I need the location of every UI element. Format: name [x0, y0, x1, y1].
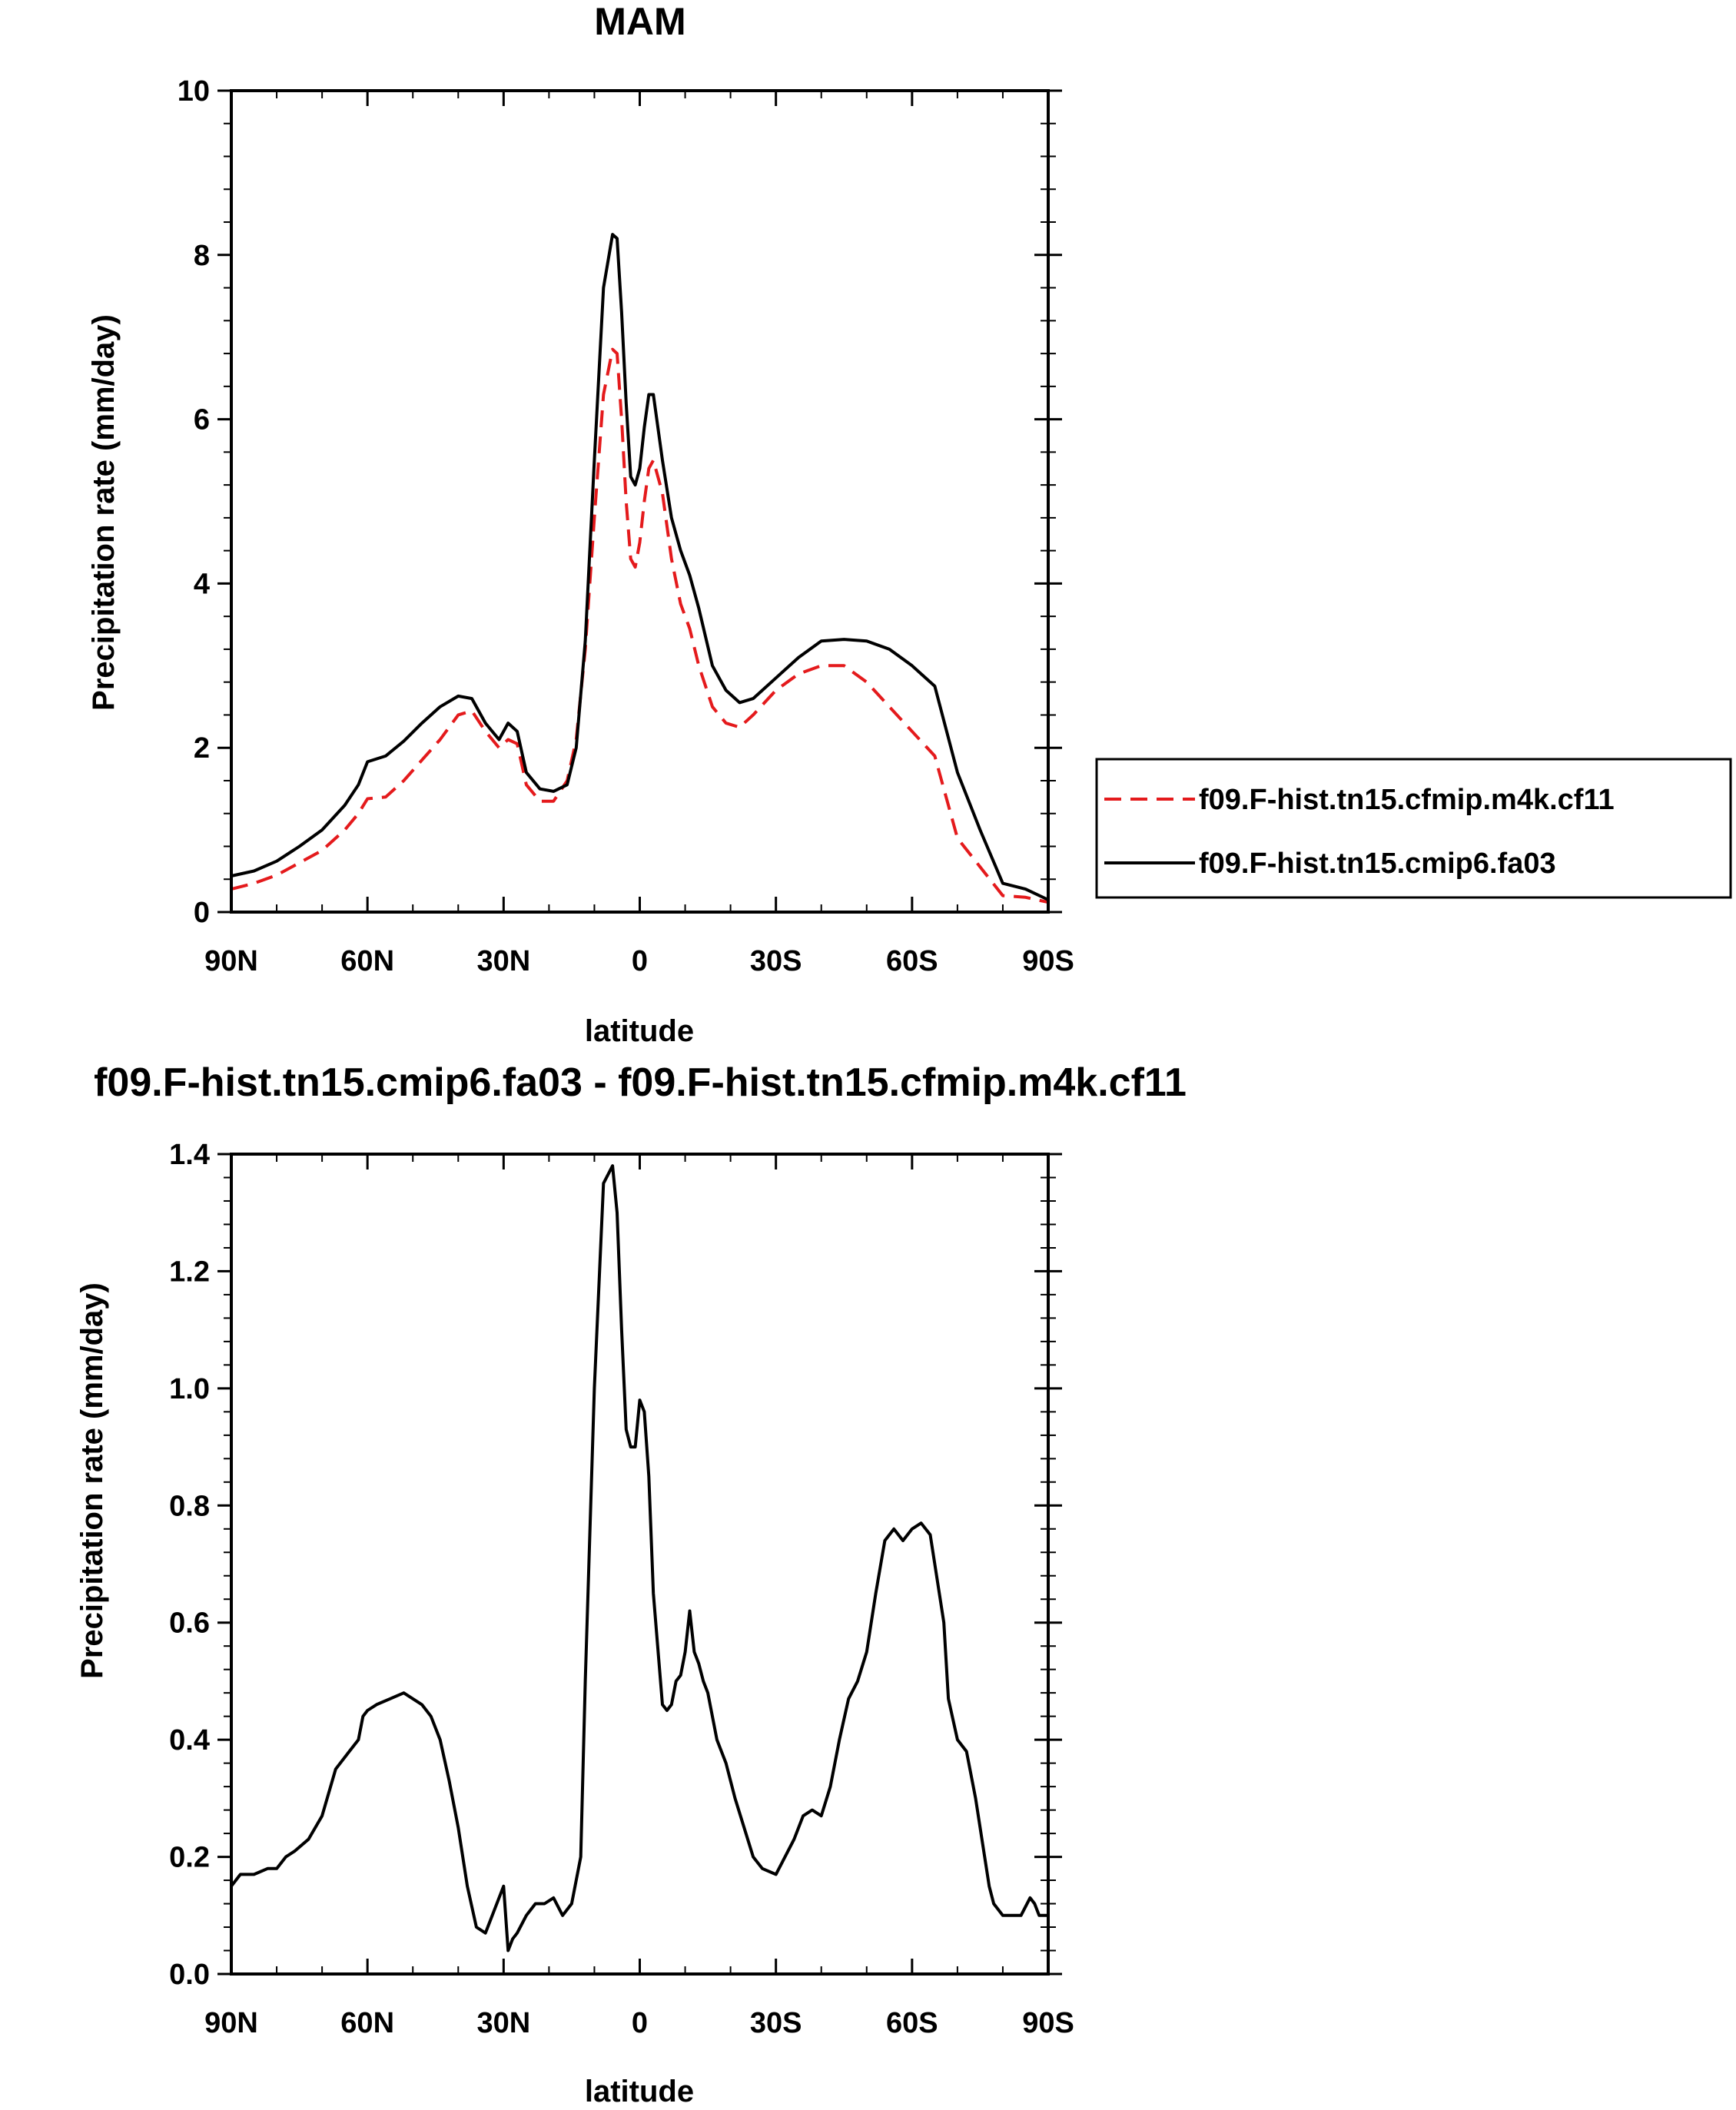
top-x-tick-label: 60N: [340, 945, 394, 977]
bottom-x-tick-label: 60N: [340, 2007, 394, 2039]
bottom-y-tick-label: 1.0: [169, 1373, 210, 1405]
bottom-x-tick-label: 30S: [750, 2007, 802, 2039]
top-series-line-0: [231, 347, 1049, 904]
bottom-y-tick-label: 1.4: [169, 1139, 210, 1171]
top-y-axis-label: Precipitation rate (mm/day): [87, 314, 121, 711]
bottom-y-axis-label: Precipitation rate (mm/day): [75, 1282, 109, 1679]
top-x-tick-label: 30S: [750, 945, 802, 977]
top-y-tick-label: 6: [194, 404, 210, 436]
bottom-y-tick-label: 1.2: [169, 1256, 210, 1288]
top-plot-frame: [230, 89, 1050, 914]
legend: f09.F-hist.tn15.cfmip.m4k.cf11 f09.F-his…: [1095, 758, 1732, 899]
bottom-y-tick-label: 0.6: [169, 1607, 210, 1640]
bottom-x-tick-label: 0: [632, 2007, 648, 2039]
bottom-panel: f09.F-hist.tn15.cmip6.fa03 - f09.F-hist.…: [75, 1060, 1187, 2108]
bottom-y-tick-label: 0.8: [169, 1490, 210, 1522]
top-y-tick-label: 10: [178, 75, 210, 108]
bottom-x-tick-label: 90S: [1022, 2007, 1074, 2039]
bottom-x-tick-label: 30N: [476, 2007, 530, 2039]
bottom-x-axis-label: latitude: [585, 2075, 694, 2108]
top-series-line-1: [231, 233, 1049, 901]
top-chart-title: MAM: [594, 0, 685, 43]
top-x-tick-label: 60S: [886, 945, 938, 977]
legend-label-cfmip: f09.F-hist.tn15.cfmip.m4k.cf11: [1199, 784, 1615, 816]
top-x-axis-label: latitude: [585, 1014, 694, 1048]
top-panel: MAM Precipitation rate (mm/day) latitude…: [87, 0, 1732, 1048]
bottom-y-tick-label: 0.0: [169, 1959, 210, 1991]
bottom-x-tick-label: 90N: [204, 2007, 258, 2039]
top-y-tick-label: 2: [194, 732, 210, 765]
top-x-tick-label: 90S: [1022, 945, 1074, 977]
top-x-tick-label: 0: [632, 945, 648, 977]
top-y-tick-label: 0: [194, 897, 210, 929]
bottom-chart-title: f09.F-hist.tn15.cmip6.fa03 - f09.F-hist.…: [94, 1060, 1187, 1105]
legend-label-cmip6: f09.F-hist.tn15.cmip6.fa03: [1199, 848, 1556, 880]
top-y-tick-label: 4: [194, 568, 210, 600]
bottom-x-tick-label: 60S: [886, 2007, 938, 2039]
bottom-y-tick-label: 0.4: [169, 1724, 210, 1757]
bottom-plot-frame: [230, 1153, 1050, 1976]
top-x-tick-label: 30N: [476, 945, 530, 977]
top-x-tick-label: 90N: [204, 945, 258, 977]
bottom-y-tick-label: 0.2: [169, 1842, 210, 1874]
top-y-tick-label: 8: [194, 240, 210, 272]
bottom-series-line-0: [230, 1164, 1048, 1952]
legend-box: [1095, 758, 1732, 899]
